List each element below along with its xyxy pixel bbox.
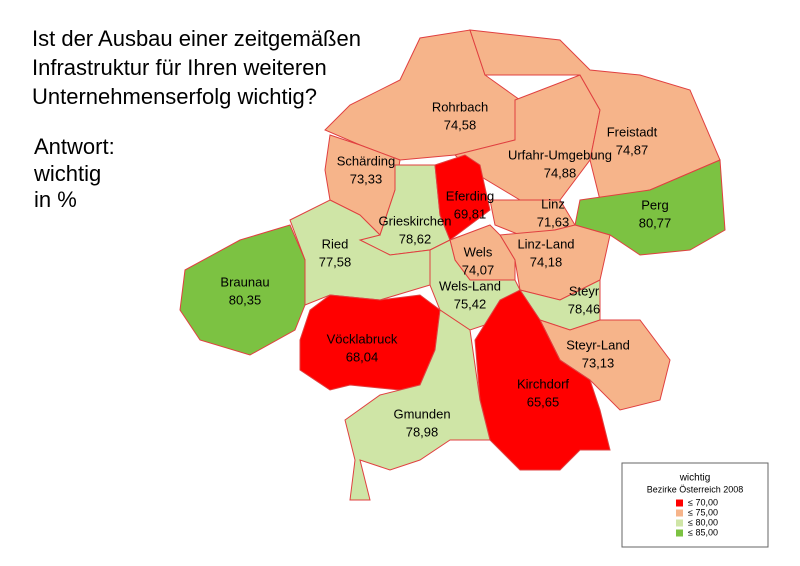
- district-value: 74,18: [530, 254, 563, 269]
- legend-title: wichtig: [679, 473, 711, 484]
- district-name: Wels: [464, 244, 493, 259]
- district-name: Gmunden: [393, 406, 450, 421]
- district-value: 78,98: [406, 424, 439, 439]
- district-name: Vöcklabruck: [327, 331, 398, 346]
- title-line: Ist der Ausbau einer zeitgemäßen: [32, 26, 361, 51]
- district: [434, 154, 491, 241]
- district-name: Steyr-Land: [566, 337, 630, 352]
- title-line: Infrastruktur für Ihren weiteren: [32, 55, 327, 80]
- district-value: 80,77: [639, 215, 672, 230]
- legend-label: ≤ 70,00: [688, 497, 718, 507]
- legend-subtitle: Bezirke Österreich 2008: [647, 484, 744, 494]
- district-value: 65,65: [527, 394, 560, 409]
- district-name: Braunau: [220, 274, 269, 289]
- legend-label: ≤ 85,00: [688, 527, 718, 537]
- district-name: Ried: [322, 236, 349, 251]
- legend-swatch: [676, 499, 683, 507]
- title-line: Unternehmenserfolg wichtig?: [32, 84, 317, 109]
- district-name: Rohrbach: [432, 99, 488, 114]
- regions: [179, 29, 726, 501]
- district-name: Kirchdorf: [517, 376, 569, 391]
- legend-box: [621, 462, 769, 548]
- legend-label: ≤ 80,00: [688, 517, 718, 527]
- legend-swatch: [676, 529, 683, 537]
- district-value: 78,62: [399, 231, 432, 246]
- district-value: 74,87: [616, 142, 649, 157]
- district-name: Linz: [541, 196, 565, 211]
- subtitle-line: Antwort:: [34, 134, 115, 159]
- subtitle-line: wichtig: [33, 161, 101, 186]
- district-name: Steyr: [569, 283, 600, 298]
- district-name: Freistadt: [607, 124, 658, 139]
- labels: Rohrbach 74,58 Urfahr-Umgebung 74,88 Freista…: [220, 99, 671, 439]
- district-name: Wels-Land: [439, 278, 501, 293]
- district-value: 74,58: [444, 117, 477, 132]
- district: [474, 289, 611, 471]
- district-value: 73,33: [350, 171, 383, 186]
- district-value: 69,81: [454, 206, 487, 221]
- district-value: 78,46: [568, 301, 601, 316]
- district-name: Schärding: [337, 153, 396, 168]
- legend: wichtig Bezirke Österreich 2008 ≤ 70,00≤…: [621, 462, 769, 548]
- district-name: Linz-Land: [517, 236, 574, 251]
- district-value: 77,58: [319, 254, 352, 269]
- legend-swatch: [676, 509, 683, 517]
- district-value: 68,04: [346, 349, 379, 364]
- district-value: 74,88: [544, 165, 577, 180]
- district-name: Grieskirchen: [379, 213, 452, 228]
- district: [344, 309, 491, 501]
- district-name: Eferding: [446, 188, 494, 203]
- district-value: 80,35: [229, 292, 262, 307]
- district-value: 73,13: [582, 355, 615, 370]
- district-name: Perg: [641, 197, 668, 212]
- district-value: 75,42: [454, 296, 487, 311]
- legend-swatch: [676, 519, 683, 527]
- district: [179, 224, 306, 356]
- district-value: 74,07: [462, 262, 495, 277]
- district-value: 71,63: [537, 214, 570, 229]
- subtitle-line: in %: [34, 187, 77, 212]
- district-name: Urfahr-Umgebung: [508, 147, 612, 162]
- legend-label: ≤ 75,00: [688, 507, 718, 517]
